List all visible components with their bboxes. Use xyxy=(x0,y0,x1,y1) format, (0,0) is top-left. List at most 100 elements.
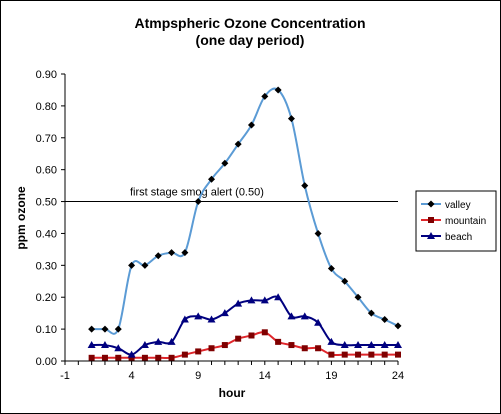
mountain-point xyxy=(221,342,228,349)
mountain-point xyxy=(248,332,255,339)
mountain-point xyxy=(301,345,308,352)
beach-point xyxy=(180,315,189,323)
valley-point xyxy=(247,121,255,129)
valley-point xyxy=(181,249,189,257)
y-tick-label: 0.80 xyxy=(36,101,57,113)
legend-mountain-marker xyxy=(428,217,434,223)
chart-title: Atmpspheric Ozone Concentration xyxy=(134,15,365,31)
y-tick-label: 0.60 xyxy=(36,165,57,177)
valley-point xyxy=(208,175,216,183)
mountain-point xyxy=(355,351,362,358)
mountain-point xyxy=(208,345,215,352)
smog-alert-label: first stage smog alert (0.50) xyxy=(130,187,264,199)
x-tick-label: 14 xyxy=(259,370,271,382)
valley-point xyxy=(354,293,362,301)
mountain-point xyxy=(155,354,162,361)
y-tick-label: 0.30 xyxy=(36,260,57,272)
valley-point xyxy=(261,92,269,100)
beach-point xyxy=(354,341,363,349)
valley-point xyxy=(101,325,109,333)
mountain-point xyxy=(115,354,122,361)
beach-point xyxy=(260,296,269,304)
x-tick-label: 9 xyxy=(195,370,201,382)
mountain-point xyxy=(288,342,295,349)
y-tick-label: 0.90 xyxy=(36,69,57,81)
y-tick-label: 0.50 xyxy=(36,197,57,209)
y-tick-label: 0.10 xyxy=(36,324,57,336)
mountain-point xyxy=(235,335,242,342)
beach-point xyxy=(194,312,203,320)
valley-point xyxy=(314,229,322,237)
legend-beach-marker xyxy=(427,232,435,239)
beach-point xyxy=(100,341,109,349)
y-tick-label: 0.20 xyxy=(36,292,57,304)
beach-point xyxy=(220,309,229,317)
beach-point xyxy=(167,337,176,345)
mountain-point xyxy=(101,354,108,361)
mountain-point xyxy=(315,345,322,352)
beach-point xyxy=(314,318,323,326)
mountain-point xyxy=(368,351,375,358)
valley-point xyxy=(327,265,335,273)
valley-point xyxy=(221,159,229,167)
beach-point xyxy=(380,341,389,349)
mountain-point xyxy=(395,351,401,358)
valley-point xyxy=(234,140,242,148)
valley-point xyxy=(154,252,162,260)
beach-point xyxy=(340,341,349,349)
beach-point xyxy=(300,312,309,320)
beach-point xyxy=(367,341,376,349)
beach-point xyxy=(394,341,402,349)
valley-point xyxy=(141,261,149,269)
x-tick-label: 4 xyxy=(129,370,135,382)
legend-mountain-label: mountain xyxy=(445,216,486,227)
mountain-point xyxy=(88,354,95,361)
series-markers xyxy=(87,86,402,361)
legend: valley mountain beach xyxy=(421,200,486,243)
mountain-point xyxy=(341,351,348,358)
beach-point xyxy=(87,341,96,349)
beach-point xyxy=(127,350,136,358)
x-tick-label: 19 xyxy=(325,370,337,382)
valley-point xyxy=(274,86,282,94)
valley-point xyxy=(128,261,136,269)
x-axis-label: hour xyxy=(219,386,246,400)
valley-point xyxy=(367,309,375,317)
y-axis-label: ppm ozone xyxy=(14,186,28,250)
beach-point xyxy=(247,296,256,304)
chart-subtitle: (one day period) xyxy=(196,32,305,48)
mountain-point xyxy=(195,348,202,355)
mountain-point xyxy=(168,354,175,361)
beach-point xyxy=(287,312,296,320)
y-tick-label: 0.40 xyxy=(36,228,57,240)
y-tick-label: 0.00 xyxy=(36,356,57,368)
y-tick-label: 0.70 xyxy=(36,133,57,145)
beach-point xyxy=(234,299,243,307)
beach-point xyxy=(207,315,216,323)
valley-point xyxy=(341,277,349,285)
legend-valley-label: valley xyxy=(445,200,471,211)
beach-point xyxy=(154,337,163,345)
y-axis-ticks: 0.00 0.10 0.20 0.30 0.40 0.50 0.60 0.70 0.80 0.90 xyxy=(36,69,65,368)
valley-point xyxy=(88,325,96,333)
x-tick-label: 24 xyxy=(392,370,404,382)
mountain-point xyxy=(328,351,335,358)
legend-beach-label: beach xyxy=(445,232,472,243)
plot-area xyxy=(65,74,398,361)
mountain-point xyxy=(128,354,135,361)
beach-point xyxy=(114,344,123,352)
beach-point xyxy=(274,293,283,301)
mountain-point xyxy=(181,351,188,358)
x-axis-ticks: -1 4 9 14 19 24 xyxy=(60,361,404,382)
mountain-point xyxy=(275,338,282,345)
beach-point xyxy=(327,337,336,345)
mountain-point xyxy=(381,351,388,358)
mountain-point xyxy=(261,329,268,336)
mountain-point xyxy=(141,354,148,361)
valley-point xyxy=(168,249,176,257)
valley-point xyxy=(287,115,295,123)
beach-point xyxy=(140,341,149,349)
x-tick-label: -1 xyxy=(60,370,70,382)
valley-point xyxy=(394,322,402,330)
